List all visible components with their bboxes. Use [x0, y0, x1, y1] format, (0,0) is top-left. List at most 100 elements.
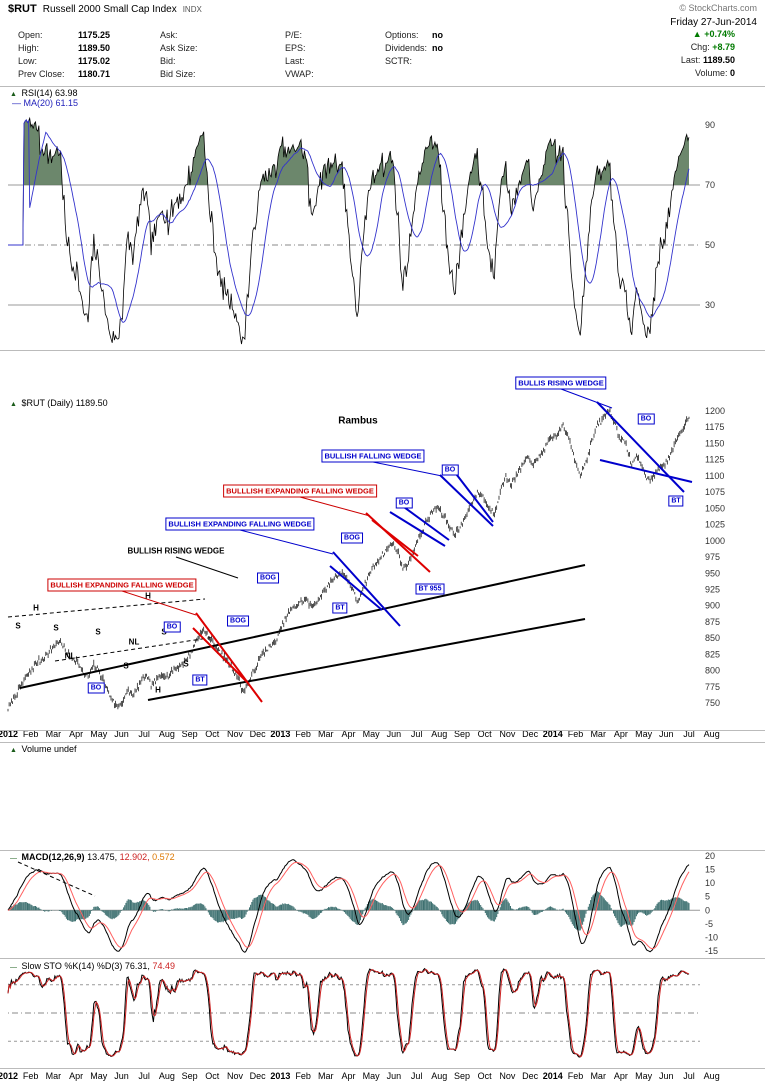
price-label: ▲ $RUT (Daily) 1189.50: [10, 398, 108, 408]
pattern-letter: S: [123, 661, 129, 671]
month-label: Jun: [659, 729, 674, 739]
month-label: Aug: [703, 729, 720, 739]
header-title: $RUT Russell 2000 Small Cap Index INDX: [8, 3, 202, 15]
volume-value: 0: [729, 68, 735, 78]
macd-label: — MACD(12,26,9) 13.475, 12.902, 0.572: [10, 852, 175, 862]
month-label: Jul: [138, 1071, 150, 1081]
breakout-tag: BO: [395, 497, 413, 509]
month-label: Mar: [45, 729, 62, 739]
month-label: May: [635, 1071, 653, 1081]
month-label: Aug: [431, 729, 448, 739]
svg-text:10: 10: [705, 878, 715, 888]
breakout-tag: BO: [441, 464, 459, 476]
month-label: Oct: [205, 729, 220, 739]
percent-change-value: +0.74%: [704, 29, 735, 39]
month-label: Jun: [114, 729, 129, 739]
month-label: Feb: [295, 1071, 311, 1081]
month-label: May: [90, 1071, 108, 1081]
macd-value: 13.475,: [87, 852, 118, 862]
month-label: Jul: [683, 1071, 695, 1081]
quote-grid: Open: 1175.25 High: 1189.50 Low: 1175.02 Prev …: [0, 0, 630, 86]
quote-label: Low:: [18, 56, 38, 66]
svg-text:1125: 1125: [705, 455, 724, 465]
pattern-letter: S: [95, 627, 101, 637]
panel-separator: [0, 850, 765, 851]
pattern-letter: H: [155, 685, 161, 695]
up-triangle-icon: ▲: [692, 29, 702, 39]
month-label: Feb: [295, 729, 311, 739]
svg-text:750: 750: [705, 698, 720, 708]
month-label: May: [635, 729, 653, 739]
svg-text:-15: -15: [705, 946, 718, 956]
svg-text:15: 15: [705, 865, 715, 875]
month-label: Nov: [226, 1071, 244, 1081]
change-row: Chg: +8.79: [690, 42, 735, 52]
month-label: Apr: [341, 1071, 356, 1081]
breakout-tag: BT: [332, 602, 348, 614]
month-label: Feb: [22, 729, 39, 739]
breakout-tag: BO: [637, 413, 655, 425]
price-chart: 1200 1175 1150 1125 1100 1075 1050 1025 1000 975 9…: [7, 388, 725, 712]
pattern-letter: S: [183, 659, 189, 669]
month-label: 2013: [270, 729, 291, 739]
wedge-annotation: BULLISH RISING WEDGE: [127, 546, 225, 556]
svg-text:1150: 1150: [705, 438, 724, 448]
panel-separator: [0, 742, 765, 743]
x-axis-months-bottom: 2012 Feb Mar Apr May Jun Jul Aug Sep Oct Nov Dec 201…: [0, 1071, 765, 1083]
copyright: © StockCharts.com: [679, 3, 757, 13]
breakout-tag: BO: [163, 621, 181, 633]
svg-text:-10: -10: [705, 932, 718, 942]
pattern-letter: NL: [128, 637, 140, 647]
breakout-tag: BT 955: [415, 583, 445, 595]
svg-text:1100: 1100: [705, 471, 724, 481]
month-label: Nov: [499, 729, 516, 739]
month-label: 2014: [542, 729, 563, 739]
svg-text:925: 925: [705, 584, 720, 594]
month-label: Aug: [431, 1071, 448, 1081]
volume-row: Volume: 0: [694, 68, 735, 78]
svg-text:850: 850: [705, 633, 720, 643]
month-label: May: [362, 729, 380, 739]
panel-separator: [0, 958, 765, 959]
pattern-letter: H: [33, 603, 39, 613]
rsi-ma-label: — MA(20) 61.15: [12, 98, 79, 108]
chart-type-icon: ▲: [10, 91, 17, 98]
month-label: Jul: [410, 1071, 423, 1081]
month-label: Nov: [226, 729, 244, 739]
svg-text:775: 775: [705, 682, 720, 692]
breakout-tag: BT: [192, 674, 208, 686]
wedge-annotation: BULLISH EXPANDING FALLING WEDGE: [47, 578, 197, 592]
last-row: Last: 1189.50: [680, 55, 735, 65]
svg-text:900: 900: [705, 601, 720, 611]
svg-text:1175: 1175: [705, 422, 724, 432]
price-panel: 1200 1175 1150 1125 1100 1075 1050 1025 1000 975 9…: [0, 368, 765, 730]
month-label: May: [90, 729, 108, 739]
macd-hist-value: 0.572: [152, 852, 175, 862]
quote-label: Last:: [285, 56, 305, 66]
quote-value: 1189.50: [78, 43, 111, 53]
wedge-annotation: BULLLISH EXPANDING FALLING WEDGE: [223, 484, 377, 498]
change-value: +8.79: [712, 42, 735, 52]
quote-value: no: [432, 43, 443, 53]
svg-text:20: 20: [705, 851, 715, 861]
month-label: Feb: [567, 729, 584, 739]
svg-text:30: 30: [705, 300, 715, 310]
quote-label: P/E:: [285, 30, 303, 40]
percent-change: ▲ +0.74%: [681, 28, 735, 41]
date-label: Friday 27-Jun-2014: [670, 17, 757, 28]
ticker-name: Russell 2000 Small Cap Index: [42, 4, 177, 15]
quote-label: Open:: [18, 30, 43, 40]
quote-label: Bid:: [160, 56, 176, 66]
month-label: Aug: [703, 1071, 720, 1081]
month-label: Aug: [158, 1071, 175, 1081]
sto-d-value: 74.49: [152, 961, 175, 971]
breakout-tag: BOG: [227, 615, 249, 627]
month-label: Oct: [477, 1071, 492, 1081]
sto-label: — Slow STO %K(14) %D(3) 76.31, 74.49: [10, 961, 175, 971]
month-label: Dec: [249, 729, 266, 739]
ticker-exchange: INDX: [182, 5, 202, 14]
svg-text:0: 0: [705, 905, 710, 915]
quote-summary: ▲ +0.74% Chg: +8.79 Last: 1189.50 Volume…: [681, 28, 735, 80]
month-label: 2013: [270, 1071, 291, 1081]
